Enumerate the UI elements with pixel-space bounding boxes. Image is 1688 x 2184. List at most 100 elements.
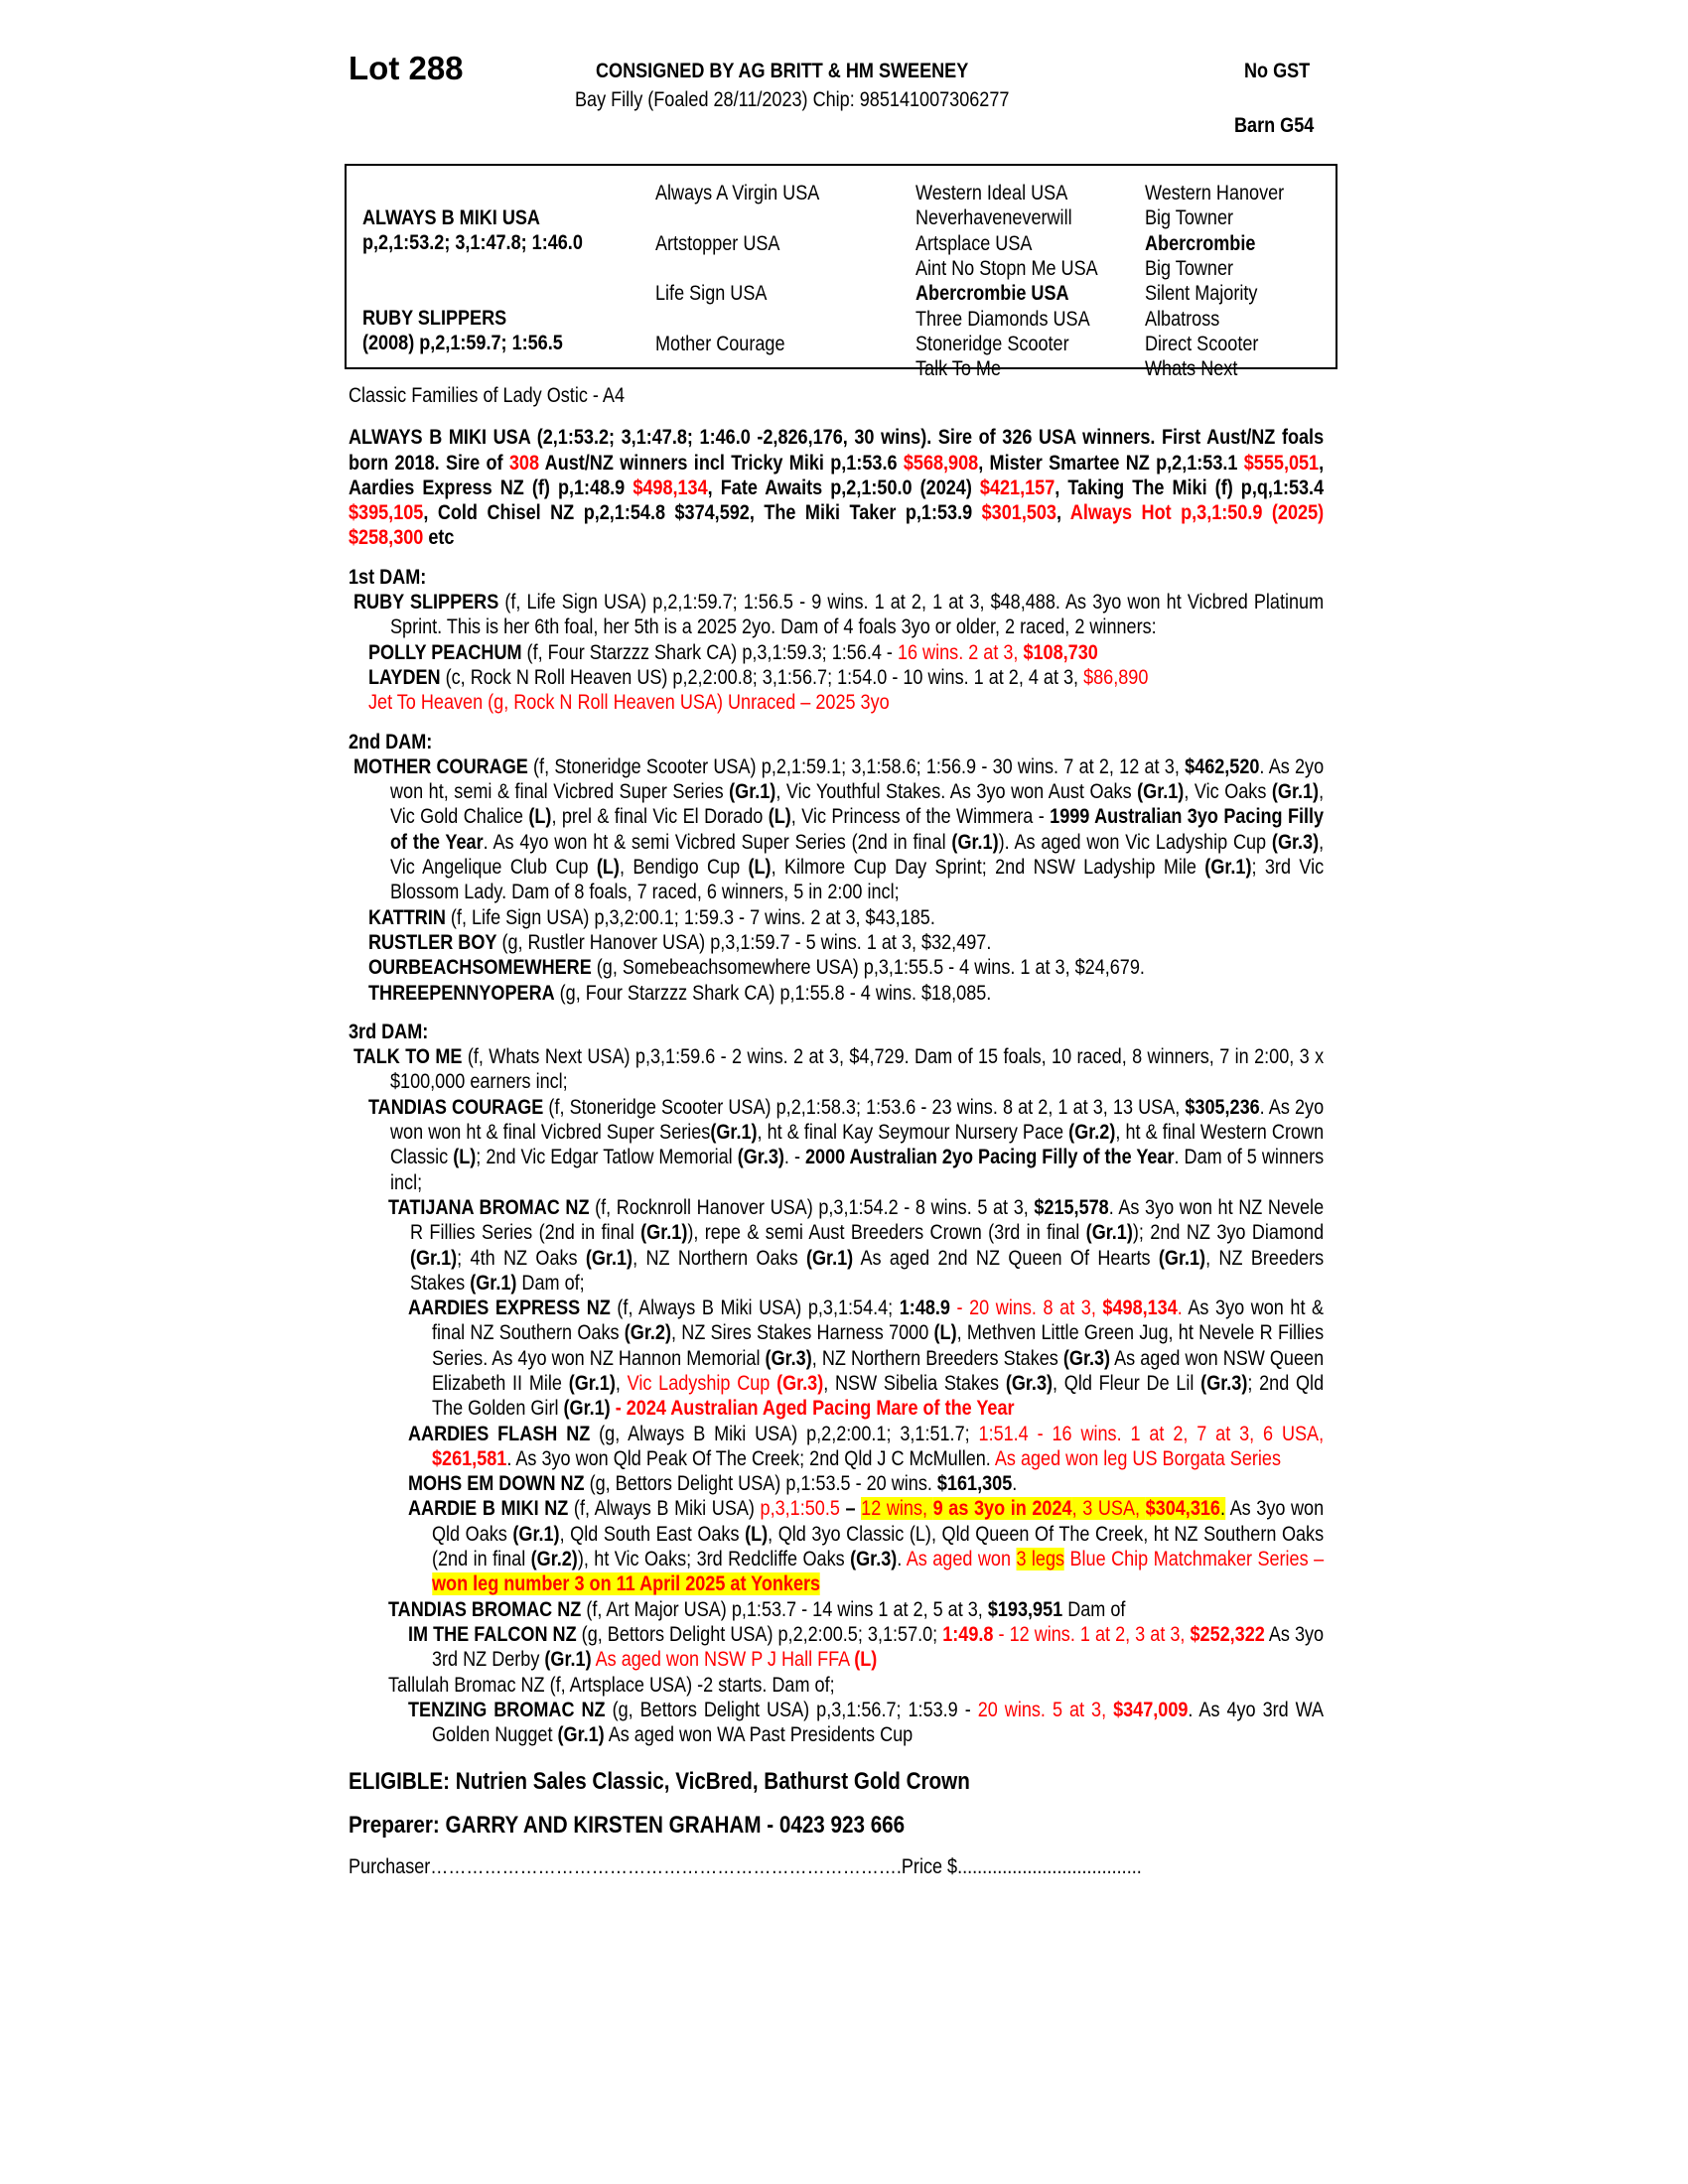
text-run: As 3yo won Qld Oaks bbox=[431, 1497, 1325, 1546]
text-run: , bbox=[615, 1371, 628, 1395]
bold-text: (L) bbox=[528, 805, 552, 829]
red-text: 1:51.4 - 16 wins. 1 at 2, 7 at 3, 6 USA, bbox=[978, 1422, 1325, 1445]
red-text: As aged won bbox=[906, 1548, 1017, 1571]
bold-text: (Gr.3) bbox=[737, 1146, 784, 1169]
text-run: (g, Rustler Hanover USA) p,3,1:59.7 - 5 … bbox=[496, 930, 992, 954]
highlighted-text: won leg number 3 on 11 April 2025 at Yon… bbox=[431, 1572, 821, 1596]
red-text: $568,908 bbox=[903, 451, 979, 475]
section-heading: 3rd DAM: bbox=[349, 1020, 429, 1043]
text-run: (f, Always B Miki USA) p,3,1:54.4; bbox=[610, 1297, 900, 1320]
pedigree-entry: THREEPENNYOPERA (g, Four Starzzz Shark C… bbox=[349, 981, 1324, 1006]
pedigree-gen2-entry: Artstopper USA bbox=[655, 231, 780, 255]
pedigree-entry: TATIJANA BROMAC NZ (f, Rocknroll Hanover… bbox=[349, 1195, 1324, 1296]
pedigree-entry: TALK TO ME (f, Whats Next USA) p,3,1:59.… bbox=[349, 1044, 1324, 1095]
text-run: ), ht Vic Oaks; 3rd Redcliffe Oaks bbox=[577, 1548, 851, 1571]
dam-name: RUBY SLIPPERS bbox=[362, 307, 507, 330]
text-run: (f, Life Sign USA) p,2,1:59.7; 1:56.5 - … bbox=[389, 591, 1325, 639]
text-run: ; 4th NZ Oaks bbox=[457, 1246, 586, 1270]
pedigree-entry: MOTHER COURAGE (f, Stoneridge Scooter US… bbox=[349, 754, 1324, 905]
text-run: (f, Art Major USA) p,1:53.7 - 14 wins 1 … bbox=[581, 1597, 988, 1621]
bold-text: RUSTLER BOY bbox=[367, 930, 497, 954]
text-run: As aged won WA Past Presidents Cup bbox=[604, 1723, 914, 1747]
bold-text: THREEPENNYOPERA bbox=[367, 981, 555, 1005]
bold-text: (Gr.3) bbox=[1062, 1346, 1111, 1370]
pedigree-entry: TANDIAS COURAGE (f, Stoneridge Scooter U… bbox=[349, 1095, 1324, 1195]
text-run: (f, Stoneridge Scooter USA) p,2,1:59.1; … bbox=[527, 754, 1186, 778]
bold-text: (L) bbox=[933, 1321, 957, 1345]
bold-text: LAYDEN bbox=[367, 665, 441, 689]
red-text: 308 bbox=[508, 451, 539, 475]
text-run: Tallulah Bromac NZ (f, Artsplace USA) -2… bbox=[387, 1673, 835, 1697]
red-text: 16 wins. 2 at 3, bbox=[897, 640, 1024, 664]
bold-text: RUBY SLIPPERS bbox=[352, 591, 499, 614]
red-text: $252,322 bbox=[1190, 1622, 1265, 1646]
red-text: $421,157 bbox=[979, 476, 1055, 499]
bold-text: POLLY PEACHUM bbox=[367, 640, 522, 664]
bold-text: IM THE FALCON NZ bbox=[407, 1622, 577, 1646]
text-run: As aged 2nd NZ Queen Of Hearts bbox=[853, 1246, 1159, 1270]
text-run: . Dam of 5 winners incl; bbox=[389, 1146, 1325, 1194]
pedigree-gen3-entry: Stoneridge Scooter bbox=[915, 332, 1069, 355]
bold-text: $215,578 bbox=[1034, 1195, 1109, 1219]
bold-text: (Gr.1) bbox=[729, 780, 776, 804]
text-run: . As 4yo won ht & semi Vicbred Super Ser… bbox=[483, 830, 952, 854]
red-text: $261,581 bbox=[431, 1446, 507, 1470]
section-heading: 2nd DAM: bbox=[349, 730, 433, 753]
bold-text: (Gr.2) bbox=[624, 1321, 671, 1345]
text-run: , Qld 3yo Classic (L), Qld Queen Of The … bbox=[431, 1522, 1325, 1571]
bold-text: TALK TO ME bbox=[352, 1045, 463, 1069]
bold-text: , Aardies Express NZ (f) p,1:48.9 bbox=[349, 451, 1325, 499]
pedigree-entry: RUSTLER BOY (g, Rustler Hanover USA) p,3… bbox=[349, 930, 1324, 955]
text-run: . As 3yo won ht NZ Nevele R Fillies Seri… bbox=[409, 1195, 1325, 1245]
bold-text: 1:48.9 bbox=[899, 1297, 950, 1320]
bold-text: TANDIAS BROMAC NZ bbox=[387, 1597, 582, 1621]
text-run: (g, Four Starzzz Shark CA) p,1:55.8 - 4 … bbox=[554, 981, 992, 1005]
bold-text: (Gr.2) bbox=[530, 1548, 578, 1571]
text-run: , NSW Sibelia Stakes bbox=[823, 1371, 1006, 1395]
dam-record: (2008) p,2,1:59.7; 1:56.5 bbox=[362, 332, 563, 354]
pedigree-entry: KATTRIN (f, Life Sign USA) p,3,2:00.1; 1… bbox=[349, 905, 1324, 930]
bold-text: (Gr.2) bbox=[1068, 1121, 1116, 1145]
red-text: Blue Chip Matchmaker Series – bbox=[1064, 1548, 1325, 1571]
highlighted-text: , 3 USA, bbox=[1071, 1497, 1146, 1521]
red-text: As aged won NSW P J Hall FFA bbox=[591, 1648, 855, 1672]
red-text: $108,730 bbox=[1023, 640, 1098, 664]
red-text: $86,890 bbox=[1083, 665, 1149, 689]
pedigree-gen2-entry: Mother Courage bbox=[655, 332, 785, 355]
text-run: (f, Four Starzzz Shark CA) p,3,1:59.3; 1… bbox=[521, 640, 898, 664]
catalogue-body: Classic Families of Lady Ostic - A4 ALWA… bbox=[349, 383, 1324, 1880]
text-run: (g, Bettors Delight USA) p,3,1:56.7; 1:5… bbox=[605, 1698, 978, 1721]
text-run: , NZ Northern Oaks bbox=[633, 1246, 806, 1270]
text-run: , Vic Princess of the Wimmera - bbox=[790, 805, 1051, 829]
text-run: , Bendigo Cup bbox=[619, 856, 749, 880]
bold-text: (Gr.1) bbox=[409, 1246, 458, 1270]
red-text: (Gr.3) bbox=[776, 1371, 824, 1395]
red-text: $498,134 bbox=[633, 476, 708, 499]
red-text: Always Hot p,3,1:50.9 (2025) $258,300 bbox=[349, 501, 1325, 550]
bold-text: (Gr.1) bbox=[1158, 1246, 1206, 1270]
bold-text: , Fate Awaits p,2,1:50.0 (2024) bbox=[707, 476, 980, 499]
pedigree-gen4-entry: Abercrombie bbox=[1145, 231, 1256, 255]
red-text: 1:49.8 bbox=[942, 1622, 994, 1646]
purchaser-line: Purchaser…………………………………………………………………….Pric… bbox=[349, 1855, 1142, 1879]
pedigree-entry: AARDIES EXPRESS NZ (f, Always B Miki USA… bbox=[349, 1296, 1324, 1421]
bold-text: (Gr.1) bbox=[805, 1246, 854, 1270]
text-run: As 3yo 3rd NZ Derby bbox=[431, 1622, 1325, 1672]
bold-text: – bbox=[839, 1497, 862, 1521]
text-run: (g, Somebeachsomewhere USA) p,3,1:55.5 -… bbox=[591, 956, 1145, 980]
pedigree-entry: IM THE FALCON NZ (g, Bettors Delight USA… bbox=[349, 1622, 1324, 1673]
bold-text: (L) bbox=[768, 805, 791, 829]
text-run: (f, Stoneridge Scooter USA) p,2,1:58.3; … bbox=[543, 1095, 1186, 1119]
pedigree-entry: MOHS EM DOWN NZ (g, Bettors Delight USA)… bbox=[349, 1471, 1324, 1496]
pedigree-gen3-entry: Three Diamonds USA bbox=[915, 307, 1090, 331]
consignor: CONSIGNED BY AG BRITT & HM SWEENEY bbox=[596, 60, 969, 82]
red-text: $498,134 bbox=[1102, 1297, 1178, 1320]
text-run: (g, Bettors Delight USA) p,2,2:00.5; 3,1… bbox=[576, 1622, 943, 1646]
red-text: Vic Ladyship Cup bbox=[627, 1371, 777, 1395]
text-run: , ht & final Western Crown Classic bbox=[389, 1121, 1325, 1169]
bold-text: (Gr.1) bbox=[710, 1121, 758, 1145]
bold-text: (Gr.1) bbox=[470, 1271, 517, 1295]
text-run: , NZ Sires Stakes Harness 7000 bbox=[670, 1321, 934, 1345]
pedigree-entry: POLLY PEACHUM (f, Four Starzzz Shark CA)… bbox=[349, 640, 1324, 665]
eligible-line: ELIGIBLE: Nutrien Sales Classic, VicBred… bbox=[349, 1768, 970, 1796]
